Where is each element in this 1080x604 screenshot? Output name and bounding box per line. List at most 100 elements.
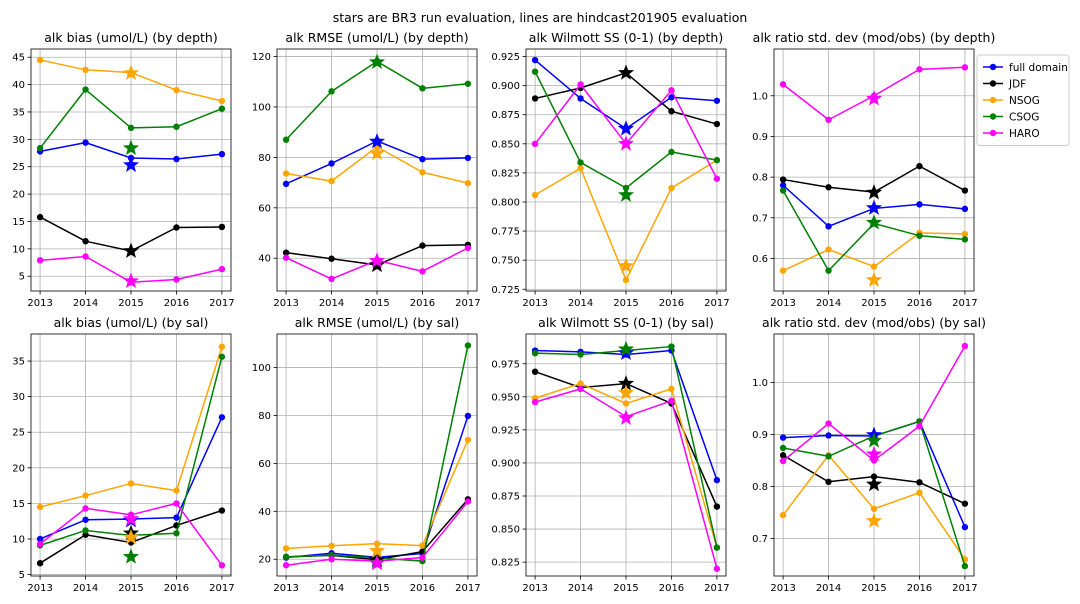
- subplot-4: alk ratio std. dev (mod/obs) (by depth) 2…: [752, 30, 995, 309]
- y-tick-label: 1.0: [752, 378, 768, 389]
- legend-marker-nsog: [989, 96, 997, 104]
- y-tick-label: 0.875: [491, 491, 520, 502]
- data-point-jdf: [779, 176, 787, 183]
- legend-label: JDF: [1008, 79, 1026, 91]
- data-point-jdf: [173, 224, 180, 231]
- x-tick-label: 2015: [613, 583, 638, 594]
- y-tick-label: 35: [12, 107, 25, 118]
- x-tick-label: 2014: [73, 298, 98, 309]
- data-point-haro: [531, 140, 539, 148]
- data-point-csog: [577, 159, 584, 166]
- data-point-full-domain: [218, 414, 226, 421]
- y-tick-label: 30: [12, 392, 25, 403]
- subplot-3: alk Wilmott SS (0-1) (by depth) 2013 2014 2…: [491, 30, 729, 309]
- data-point-haro: [464, 244, 472, 252]
- legend-marker-jdf: [989, 80, 997, 87]
- star-marker-nsog: [368, 144, 386, 161]
- y-tick-label: 0.775: [491, 227, 520, 238]
- subplots: alk bias (umol/L) (by depth)2013 2014 2015…: [12, 30, 995, 594]
- data-point-csog: [127, 124, 135, 132]
- x-tick-label: 2017: [209, 583, 234, 594]
- data-point-haro: [173, 500, 180, 507]
- x-tick-label: 2015: [118, 583, 143, 594]
- star-marker-full-domain: [122, 156, 140, 172]
- x-tick-label: 2016: [164, 583, 189, 594]
- x-tick-label: 2014: [816, 583, 841, 594]
- data-point-jdf: [419, 242, 426, 249]
- data-point-nsog: [36, 503, 44, 511]
- data-point-csog: [173, 530, 180, 537]
- data-point-nsog: [173, 487, 180, 494]
- y-tick-label: 0.825: [491, 558, 520, 569]
- data-point-csog: [82, 527, 89, 534]
- x-tick-label: 2017: [952, 583, 977, 594]
- data-point-haro: [668, 87, 675, 94]
- y-tick-label: 15: [12, 217, 25, 228]
- y-tick-label: 30: [12, 135, 25, 146]
- data-point-haro: [713, 565, 721, 572]
- star-marker-csog: [617, 186, 635, 202]
- x-tick-label: 2017: [704, 298, 729, 309]
- star-marker-full-domain: [865, 199, 883, 215]
- data-point-csog: [825, 453, 832, 460]
- data-point-nsog: [825, 246, 832, 253]
- x-tick-label: 2015: [118, 298, 143, 309]
- star-marker-nsog: [865, 512, 883, 528]
- data-point-haro: [282, 562, 290, 569]
- star-marker-nsog: [865, 271, 883, 287]
- y-tick-label: 5: [19, 570, 25, 581]
- data-point-nsog: [218, 343, 226, 351]
- x-tick-label: 2015: [861, 583, 886, 594]
- x-tick-label: 2013: [770, 298, 795, 309]
- data-point-full-domain: [282, 180, 290, 188]
- data-point-full-domain: [668, 94, 675, 101]
- data-point-jdf: [825, 478, 832, 486]
- star-marker-full-domain: [617, 120, 635, 136]
- data-point-haro: [668, 397, 675, 404]
- data-point-nsog: [464, 436, 472, 444]
- x-tick-label: 2017: [209, 298, 234, 309]
- data-point-nsog: [622, 276, 630, 284]
- star-marker-csog: [865, 432, 883, 448]
- y-tick-label: 0.950: [491, 392, 520, 403]
- data-point-full-domain: [577, 95, 584, 102]
- data-point-jdf: [82, 237, 89, 245]
- data-point-jdf: [668, 108, 675, 115]
- x-tick-label: 2014: [73, 583, 98, 594]
- data-point-full-domain: [419, 155, 426, 163]
- star-marker-haro: [368, 252, 386, 268]
- data-point-haro: [779, 457, 787, 465]
- x-tick-label: 2015: [861, 298, 886, 309]
- star-marker-csog: [865, 214, 883, 230]
- x-tick-label: 2013: [27, 298, 52, 309]
- data-point-haro: [173, 276, 180, 283]
- y-tick-label: 0.850: [491, 525, 520, 536]
- legend-label: CSOG: [1009, 112, 1039, 124]
- y-tick-label: 0.850: [491, 139, 520, 150]
- y-tick-label: 40: [258, 507, 271, 518]
- legend-marker-csog: [989, 113, 997, 120]
- y-tick-label: 10: [12, 244, 25, 255]
- data-point-csog: [713, 544, 721, 551]
- data-point-nsog: [668, 385, 675, 393]
- data-point-nsog: [127, 480, 135, 487]
- subplot-2: alk RMSE (umol/L) (by depth) 2013 2014 2015…: [252, 30, 481, 309]
- data-point-haro: [36, 257, 44, 264]
- star-marker-jdf: [122, 242, 140, 258]
- data-point-haro: [825, 420, 832, 427]
- subplot-6: alk RMSE (umol/L) (by sal) 2013 2014 2015 20…: [252, 315, 481, 594]
- data-point-haro: [961, 342, 969, 350]
- data-point-jdf: [218, 507, 226, 514]
- y-tick-label: 0.725: [491, 285, 520, 296]
- y-tick-label: 25: [12, 162, 25, 173]
- data-point-full-domain: [961, 205, 969, 213]
- data-point-csog: [328, 88, 335, 95]
- data-point-nsog: [961, 230, 969, 238]
- legend-marker-haro: [989, 129, 997, 137]
- legend-label: NSOG: [1009, 95, 1040, 107]
- x-tick-label: 2013: [27, 583, 52, 594]
- data-point-haro: [713, 175, 721, 182]
- y-tick-label: 45: [12, 53, 25, 64]
- data-point-csog: [577, 351, 584, 358]
